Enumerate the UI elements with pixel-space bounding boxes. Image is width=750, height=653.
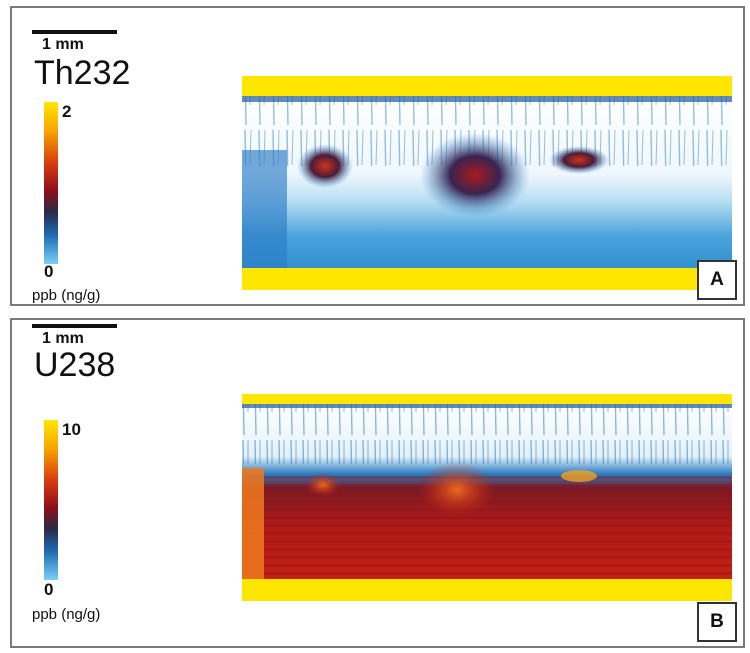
colorbar-min-label: 0 — [44, 580, 54, 599]
panel-label-a: A — [697, 260, 737, 300]
scale-bar-label: 1 mm — [42, 36, 84, 53]
scale-bar-label: 1 mm — [42, 330, 84, 347]
colorbar-max-label: 2 — [62, 102, 72, 121]
colorbar-min-label: 0 — [44, 262, 54, 281]
panel-label-b: B — [697, 602, 737, 642]
units-label: ppb (ng/g) — [32, 287, 101, 304]
scale-bar — [32, 30, 117, 34]
colorbar-max-label: 10 — [62, 420, 81, 439]
units-label: ppb (ng/g) — [32, 606, 101, 623]
colorbar — [44, 102, 58, 264]
panel-b: 1 mm U238 10 0 ppb (ng/g) — [10, 318, 745, 648]
uranium-map-image — [242, 394, 732, 601]
colorbar — [44, 420, 58, 580]
thorium-map-image — [242, 76, 732, 290]
scale-bar — [32, 324, 117, 328]
panel-a: 1 mm Th232 2 0 ppb (ng/g) — [10, 6, 745, 306]
element-label: Th232 — [34, 54, 131, 92]
element-label: U238 — [34, 346, 116, 384]
